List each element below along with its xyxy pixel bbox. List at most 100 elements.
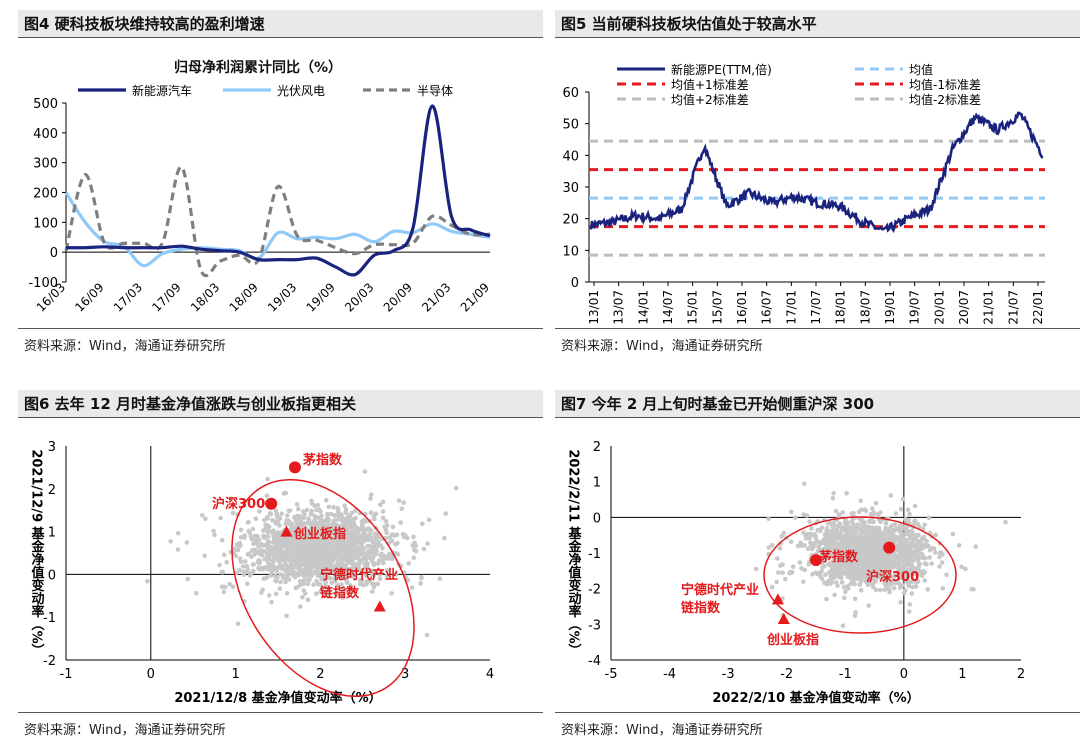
- scatter-point: [168, 539, 173, 544]
- scatter-point: [904, 572, 909, 578]
- scatter-point: [359, 519, 365, 524]
- scatter-point: [873, 501, 879, 506]
- scatter-point: [285, 549, 290, 555]
- scatter-point: [184, 540, 190, 545]
- index-point-label: 沪深300: [866, 569, 919, 585]
- scatter-point: [832, 562, 837, 567]
- scatter-point: [306, 517, 312, 522]
- scatter-point: [829, 552, 835, 557]
- scatter-point: [351, 528, 357, 534]
- scatter-point: [839, 575, 844, 580]
- scatter-point: [270, 557, 276, 563]
- scatter-point: [292, 514, 297, 520]
- scatter-point: [296, 551, 302, 556]
- scatter-point: [849, 537, 854, 542]
- scatter-point: [257, 509, 262, 514]
- y-tick-label: -3: [588, 618, 601, 633]
- scatter-point: [919, 569, 924, 575]
- scatter-point: [314, 578, 319, 584]
- panel-profit-growth: 图4 硬科技板块维持较高的盈利增速 归母净利润累计同比（%） -100 0 100 20…: [18, 10, 543, 355]
- scatter-point: [318, 589, 323, 594]
- scatter-point: [861, 536, 866, 542]
- scatter-point: [836, 512, 842, 517]
- scatter-point: [368, 496, 373, 501]
- scatter-point: [236, 544, 242, 549]
- x-tick-label: 4: [486, 667, 494, 682]
- legend-label: 均值-2标准差: [909, 92, 981, 107]
- scatter-point: [343, 549, 348, 554]
- x-tick-label: 19/09: [304, 280, 338, 314]
- scatter-point: [267, 566, 273, 571]
- scatter-point: [390, 524, 396, 530]
- y-tick-label: 2: [593, 440, 601, 455]
- scatter-point: [774, 579, 779, 585]
- x-tick-label: 13/07: [612, 290, 626, 325]
- scatter-point: [851, 510, 856, 516]
- scatter-point: [823, 572, 828, 577]
- scatter-point: [372, 561, 378, 566]
- series-line-0: [65, 104, 491, 277]
- scatter-point: [376, 561, 381, 566]
- scatter-point: [876, 566, 881, 571]
- source-note: 资料来源：Wind，海通证券研究所: [18, 712, 543, 738]
- scatter-point: [793, 515, 798, 520]
- scatter-point: [351, 546, 357, 551]
- x-tick-label: 2: [1017, 667, 1025, 682]
- scatter-point: [389, 538, 395, 544]
- scatter-point: [847, 552, 852, 557]
- y-tick-label: 1: [48, 526, 56, 541]
- scatter-point: [420, 521, 425, 527]
- scatter-point: [887, 569, 892, 575]
- scatter-point: [245, 566, 250, 572]
- scatter-point: [265, 546, 271, 551]
- scatter-point: [317, 581, 323, 587]
- scatter-point: [973, 544, 978, 549]
- scatter-point: [897, 528, 902, 534]
- scatter-point: [235, 621, 241, 627]
- scatter-point: [316, 522, 321, 527]
- scatter-point: [318, 531, 324, 537]
- scatter-point: [296, 506, 301, 512]
- scatter-point: [851, 557, 856, 563]
- scatter-point: [238, 535, 244, 540]
- scatter-point: [368, 510, 374, 515]
- scatter-point: [265, 516, 270, 521]
- scatter-point: [341, 590, 346, 596]
- scatter-point: [328, 555, 334, 560]
- scatter-point: [963, 566, 968, 572]
- scatter-point: [803, 533, 808, 539]
- scatter-point: [829, 539, 834, 544]
- scatter-point: [350, 517, 356, 522]
- scatter-point: [412, 540, 417, 546]
- scatter-point: [883, 581, 889, 586]
- scatter-point: [342, 503, 348, 509]
- panel-title: 图5 当前硬科技板块估值处于较高水平: [555, 10, 1080, 38]
- x-tick-label: 20/09: [381, 280, 415, 314]
- scatter-point: [855, 522, 861, 527]
- scatter-point: [842, 551, 848, 556]
- scatter-point: [802, 481, 807, 487]
- scatter-point: [194, 590, 199, 596]
- scatter-point: [832, 592, 837, 598]
- scatter-point: [260, 587, 265, 593]
- scatter-point: [831, 555, 837, 561]
- scatter-point: [389, 591, 394, 596]
- scatter-point: [308, 566, 314, 572]
- scatter-point: [293, 585, 299, 591]
- scatter-point: [361, 534, 366, 539]
- scatter-point: [278, 579, 283, 585]
- scatter-point: [305, 581, 311, 587]
- scatter-point: [824, 596, 829, 602]
- x-tick-label: 14/01: [636, 290, 650, 325]
- scatter-point: [882, 587, 887, 593]
- scatter-point: [348, 540, 354, 546]
- scatter-point: [373, 569, 378, 575]
- scatter-point: [219, 538, 225, 543]
- scatter-point: [419, 574, 424, 580]
- scatter-point: [309, 540, 315, 545]
- scatter-point: [837, 549, 842, 555]
- scatter-point: [891, 585, 897, 591]
- scatter-point: [275, 532, 281, 537]
- scatter-point: [870, 506, 875, 511]
- scatter-point: [766, 545, 772, 550]
